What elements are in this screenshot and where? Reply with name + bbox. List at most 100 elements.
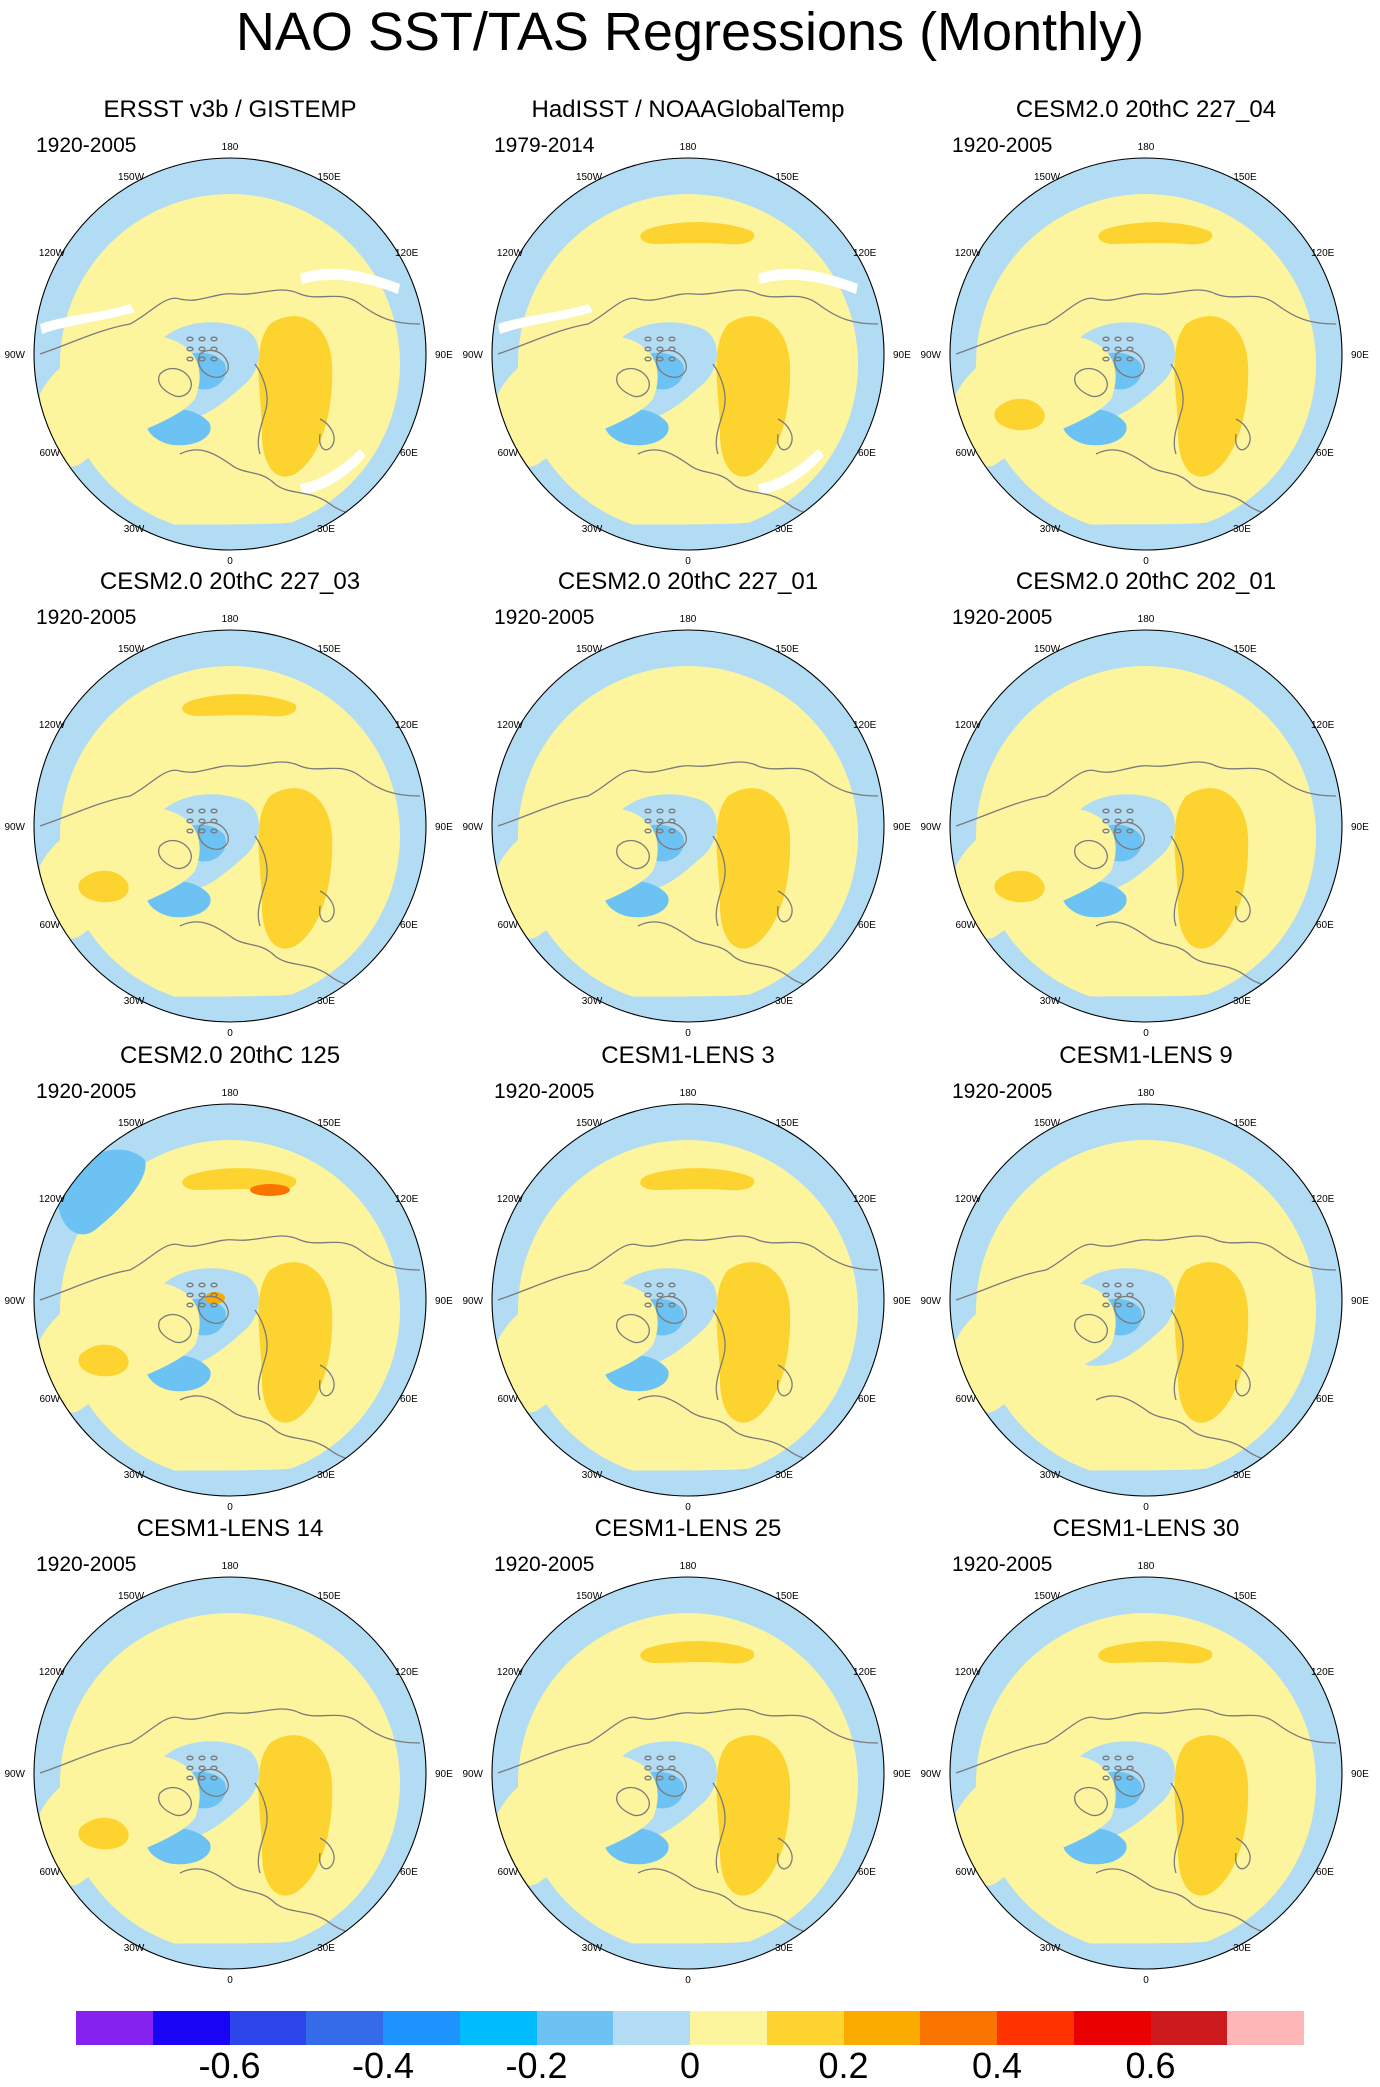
longitude-label: 0 — [685, 1502, 691, 1513]
colorbar — [76, 2011, 1304, 2045]
regression-field — [492, 630, 884, 1022]
longitude-label: 90W — [4, 350, 25, 361]
longitude-label: 90E — [893, 1296, 911, 1307]
longitude-label: 60E — [858, 920, 876, 931]
longitude-label: 30E — [317, 524, 335, 535]
longitude-label: 60E — [1316, 920, 1334, 931]
polar-map: 180 150W 150E 120W 120E 90W 90E 60W 60E 30W 30E 0 — [4, 614, 453, 1039]
longitude-label: 0 — [685, 556, 691, 567]
longitude-label: 150E — [775, 1591, 799, 1602]
longitude-label: 150W — [576, 172, 603, 183]
longitude-label: 90E — [435, 350, 453, 361]
colorbar-tick-label: -0.6 — [198, 2045, 261, 2086]
panel-years: 1920-2005 — [36, 134, 137, 157]
longitude-label: 180 — [1138, 614, 1155, 625]
longitude-label: 30E — [1233, 1470, 1251, 1481]
colorbar-tick-label: 0 — [679, 2045, 701, 2086]
regression-field — [950, 630, 1342, 1022]
panel-title: CESM2.0 20thC 125 — [119, 1042, 341, 1069]
longitude-label: 60W — [497, 448, 518, 459]
longitude-label: 30E — [775, 1470, 793, 1481]
longitude-label: 120W — [955, 248, 982, 259]
panel-years: 1920-2005 — [952, 1553, 1053, 1576]
colorbar-swatch — [690, 2011, 767, 2045]
longitude-label: 150E — [1233, 172, 1257, 183]
longitude-label: 30E — [317, 1943, 335, 1954]
longitude-label: 120E — [1311, 1194, 1335, 1205]
longitude-label: 60E — [400, 920, 418, 931]
longitude-label: 150E — [1233, 644, 1257, 655]
longitude-label: 150W — [576, 1118, 603, 1129]
longitude-label: 150W — [576, 644, 603, 655]
longitude-label: 0 — [685, 1028, 691, 1039]
panel-title: CESM1-LENS 14 — [136, 1515, 324, 1542]
longitude-label: 120E — [853, 248, 877, 259]
polar-map: 180 150W 150E 120W 120E 90W 90E 60W 60E 30W 30E 0 — [462, 1561, 911, 1986]
longitude-label: 150W — [1034, 1118, 1061, 1129]
colorbar-swatch — [76, 2011, 153, 2045]
polar-map: 180 150W 150E 120W 120E 90W 90E 60W 60E 30W 30E 0 — [462, 1088, 911, 1513]
colorbar-swatch — [843, 2011, 921, 2045]
longitude-label: 120W — [497, 720, 524, 731]
map-panel: HadISST / NOAAGlobalTemp 180 150W 150E 120W 1… — [458, 96, 918, 571]
regression-field — [34, 158, 426, 550]
longitude-label: 150E — [317, 1591, 341, 1602]
longitude-label: 90W — [920, 1769, 941, 1780]
longitude-label: 150W — [118, 644, 145, 655]
map-panel: CESM1-LENS 30 180 150W 150E 120W 120E 90W 90E 60… — [916, 1515, 1376, 1990]
map-panel: CESM2.0 20thC 227_03 180 150W 150E 120W 120E 9… — [0, 568, 460, 1043]
longitude-label: 120W — [955, 1194, 982, 1205]
longitude-label: 90W — [462, 1769, 483, 1780]
longitude-label: 90E — [893, 1769, 911, 1780]
longitude-label: 180 — [680, 614, 697, 625]
colorbar-swatch — [613, 2011, 690, 2045]
polar-map: 180 150W 150E 120W 120E 90W 90E 60W 60E 30W 30E 0 — [920, 614, 1369, 1039]
panel-years: 1979-2014 — [494, 134, 595, 157]
colorbar-swatch — [1073, 2011, 1151, 2045]
polar-map: 180 150W 150E 120W 120E 90W 90E 60W 60E 30W 30E 0 — [920, 142, 1369, 567]
map-panel: CESM1-LENS 25 180 150W 150E 120W 120E 90W 90E 60… — [458, 1515, 918, 1990]
longitude-label: 60E — [858, 1867, 876, 1878]
longitude-label: 0 — [227, 1975, 233, 1986]
longitude-label: 180 — [222, 614, 239, 625]
longitude-label: 30W — [582, 996, 603, 1007]
colorbar-swatch — [383, 2011, 460, 2045]
colorbar-tick-label: 0.2 — [818, 2045, 869, 2086]
colorbar-swatch — [920, 2011, 997, 2045]
longitude-label: 60E — [400, 1394, 418, 1405]
longitude-label: 30W — [582, 524, 603, 535]
longitude-label: 30W — [124, 1943, 145, 1954]
longitude-label: 150W — [118, 1118, 145, 1129]
longitude-label: 60W — [955, 1867, 976, 1878]
longitude-label: 0 — [1143, 556, 1149, 567]
longitude-label: 60W — [955, 1394, 976, 1405]
longitude-label: 0 — [685, 1975, 691, 1986]
coastlines — [39, 289, 421, 525]
longitude-label: 150E — [775, 644, 799, 655]
panel-title: CESM1-LENS 25 — [594, 1515, 782, 1542]
panel-title: CESM1-LENS 3 — [601, 1042, 775, 1069]
longitude-label: 90W — [4, 1296, 25, 1307]
map-panel: CESM2.0 20thC 125 180 150W 150E 120W 120E 90W 9… — [0, 1042, 460, 1517]
coastlines — [39, 1235, 421, 1471]
panel-title: CESM1-LENS 9 — [1059, 1042, 1233, 1069]
colorbar-swatch — [1227, 2011, 1304, 2045]
longitude-label: 150E — [317, 172, 341, 183]
longitude-label: 180 — [222, 1561, 239, 1572]
longitude-label: 30W — [1040, 996, 1061, 1007]
longitude-label: 150W — [1034, 644, 1061, 655]
longitude-label: 60W — [497, 1394, 518, 1405]
colorbar-labels: -0.6 -0.4 -0.2 0 0.2 0.4 0.6 — [0, 2046, 1380, 2087]
panel-years: 1920-2005 — [494, 606, 595, 629]
panel-years: 1920-2005 — [952, 606, 1053, 629]
map-panel: CESM2.0 20thC 227_01 180 150W 150E 120W 120E 9… — [458, 568, 918, 1043]
longitude-label: 30W — [1040, 1943, 1061, 1954]
colorbar-tick-label: -0.2 — [505, 2045, 568, 2086]
colorbar-swatch — [459, 2011, 537, 2045]
panel-title: HadISST / NOAAGlobalTemp — [531, 96, 845, 123]
regression-field — [34, 630, 426, 1022]
longitude-label: 90E — [893, 822, 911, 833]
longitude-label: 120E — [853, 720, 877, 731]
longitude-label: 60W — [955, 448, 976, 459]
regression-field — [950, 158, 1342, 550]
